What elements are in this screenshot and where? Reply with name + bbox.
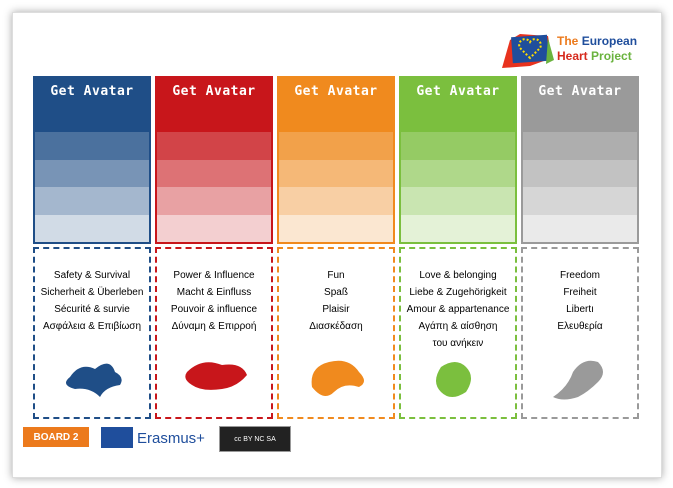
logo-text: Heart bbox=[557, 49, 588, 63]
avatar-slot[interactable] bbox=[401, 159, 515, 188]
avatar-slot[interactable] bbox=[401, 214, 515, 243]
european-heart-project-logo: The European Heart Project bbox=[500, 30, 660, 70]
avatar-slot[interactable] bbox=[279, 105, 393, 133]
avatar-silhouette-icon bbox=[311, 360, 364, 396]
avatar-slot[interactable] bbox=[279, 132, 393, 160]
avatar-slot[interactable] bbox=[279, 187, 393, 215]
avatar-slot[interactable] bbox=[35, 187, 149, 215]
value-label: Ελευθερία bbox=[557, 321, 603, 332]
value-column: Get Avatar Fun Spaß Plaisir Διασκέδαση bbox=[277, 76, 395, 419]
cc-license-badge: cc BY NC SA bbox=[219, 426, 291, 452]
get-avatar-button[interactable]: Get Avatar bbox=[401, 78, 515, 105]
avatar-slot[interactable] bbox=[157, 187, 271, 215]
avatar-slot[interactable] bbox=[157, 159, 271, 188]
avatar-slot[interactable] bbox=[157, 105, 271, 133]
value-label: Power & Influence bbox=[173, 270, 255, 281]
avatar-silhouette-icon bbox=[185, 362, 247, 390]
value-label: Freedom bbox=[559, 270, 600, 281]
value-column: Get Avatar Safety & Survival Sicherheit &… bbox=[33, 76, 151, 419]
get-avatar-button[interactable]: Get Avatar bbox=[279, 78, 393, 105]
get-avatar-button[interactable]: Get Avatar bbox=[35, 78, 149, 105]
value-label: Macht & Einfluss bbox=[176, 287, 252, 298]
value-column: Get Avatar Freedom Freiheit Libertı Ελευθερ… bbox=[521, 76, 639, 419]
value-label: Sécurité & survie bbox=[54, 304, 130, 315]
get-avatar-button[interactable]: Get Avatar bbox=[157, 78, 271, 105]
value-label: Sicherheit & Überleben bbox=[40, 287, 144, 298]
avatar-slot[interactable] bbox=[523, 132, 637, 160]
avatar-slot[interactable] bbox=[35, 214, 149, 243]
avatar-slot[interactable] bbox=[35, 105, 149, 133]
avatar-slot[interactable] bbox=[279, 214, 393, 243]
avatar-slot[interactable] bbox=[279, 159, 393, 188]
get-avatar-button[interactable]: Get Avatar bbox=[523, 78, 637, 105]
avatar-slot[interactable] bbox=[523, 105, 637, 133]
avatar-silhouette-icon bbox=[66, 363, 122, 397]
value-column: Get Avatar Power & Influence Macht & Einf… bbox=[155, 76, 273, 419]
value-label: Ασφάλεια & Επιβίωση bbox=[42, 321, 142, 332]
board-label: BOARD 2 bbox=[23, 427, 89, 447]
eu-flag-icon bbox=[101, 427, 133, 448]
avatar-slot[interactable] bbox=[523, 187, 637, 215]
logo-text: Project bbox=[591, 49, 632, 63]
value-label: Amour & appartenance bbox=[406, 304, 510, 315]
value-label: Διασκέδαση bbox=[309, 321, 363, 332]
value-column: Get Avatar Love & belonging Liebe & Zugeh… bbox=[399, 76, 517, 419]
avatar-slot[interactable] bbox=[523, 159, 637, 188]
logo-text: European bbox=[581, 34, 638, 48]
value-label: του ανήκειν bbox=[432, 338, 484, 349]
avatar-silhouette-icon bbox=[553, 360, 603, 400]
value-label: Pouvoir & influence bbox=[170, 304, 258, 315]
avatar-slot[interactable] bbox=[157, 132, 271, 160]
value-label: Safety & Survival bbox=[53, 270, 131, 281]
logo-text: The bbox=[557, 34, 579, 48]
avatar-slot[interactable] bbox=[401, 132, 515, 160]
heart-flag-icon bbox=[502, 34, 554, 68]
avatar-slot[interactable] bbox=[35, 132, 149, 160]
value-label: Αγάπη & αίσθηση bbox=[418, 321, 498, 332]
value-label: Δύναμη & Επιρροή bbox=[171, 321, 257, 332]
avatar-slot[interactable] bbox=[35, 159, 149, 188]
value-label: Liebe & Zugehörigkeit bbox=[409, 287, 507, 298]
value-label: Love & belonging bbox=[419, 270, 497, 281]
avatar-slot[interactable] bbox=[157, 214, 271, 243]
avatar-slot[interactable] bbox=[523, 214, 637, 243]
value-label: Freiheit bbox=[563, 287, 597, 298]
value-label: Plaisir bbox=[322, 304, 350, 315]
value-label: Libertı bbox=[566, 304, 594, 315]
value-label: Spaß bbox=[324, 287, 348, 298]
erasmus-logo: Erasmus+ bbox=[137, 430, 205, 447]
avatar-slot[interactable] bbox=[401, 187, 515, 215]
avatar-silhouette-icon bbox=[436, 362, 471, 397]
avatar-slot[interactable] bbox=[401, 105, 515, 133]
value-label: Fun bbox=[327, 270, 345, 281]
